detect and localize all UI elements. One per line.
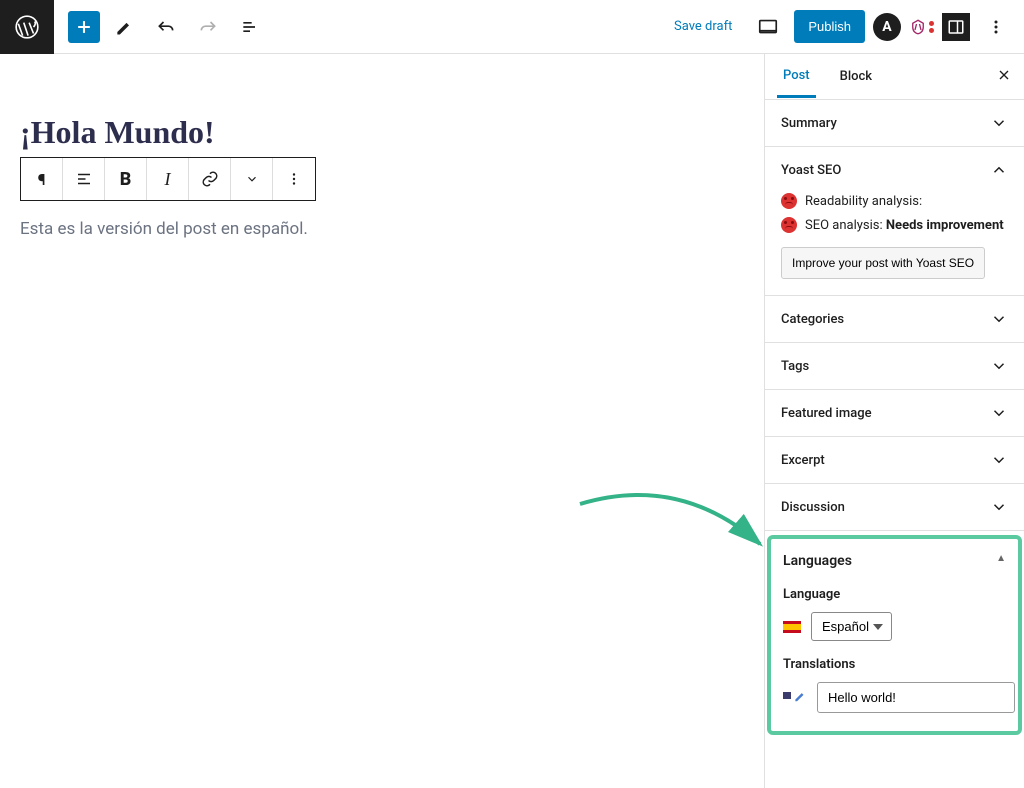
post-body-paragraph[interactable]: Esta es la versión del post en español. xyxy=(20,219,744,239)
sad-face-icon xyxy=(781,217,797,233)
post-title[interactable]: ¡Hola Mundo! xyxy=(20,114,744,151)
edit-translation-icon[interactable] xyxy=(793,689,807,707)
italic-button[interactable]: I xyxy=(147,158,189,200)
panel-categories-label: Categories xyxy=(781,312,844,327)
sad-face-icon xyxy=(781,193,797,209)
yoast-readability-label: Readability analysis: xyxy=(805,194,922,209)
toolbar-right: Save draft Publish A xyxy=(664,9,1024,45)
chevron-down-icon xyxy=(990,114,1008,132)
yoast-seo-row[interactable]: SEO analysis: Needs improvement xyxy=(781,217,1008,233)
tab-post[interactable]: Post xyxy=(777,56,816,98)
panel-featured-image: Featured image xyxy=(765,390,1024,437)
add-block-button[interactable] xyxy=(68,11,100,43)
undo-button[interactable] xyxy=(148,9,184,45)
tab-block[interactable]: Block xyxy=(834,57,878,96)
chevron-down-icon xyxy=(990,310,1008,328)
panel-yoast-label: Yoast SEO xyxy=(781,163,841,178)
panel-tags-label: Tags xyxy=(781,359,809,374)
panel-summary-label: Summary xyxy=(781,116,837,131)
panel-languages-toggle[interactable]: Languages ▲ xyxy=(771,539,1018,583)
paragraph-block-icon[interactable]: ¶ xyxy=(21,158,63,200)
panel-languages: Languages ▲ Language Español Translation… xyxy=(767,535,1022,735)
translations-label: Translations xyxy=(783,657,1006,672)
panel-discussion: Discussion xyxy=(765,484,1024,531)
panel-yoast: Yoast SEO Readability analysis: SEO anal… xyxy=(765,147,1024,296)
redo-button[interactable] xyxy=(190,9,226,45)
wordpress-logo[interactable] xyxy=(0,0,54,54)
document-outline-button[interactable] xyxy=(232,9,268,45)
chevron-down-icon xyxy=(990,404,1008,422)
plugin-astra-icon[interactable]: A xyxy=(873,13,901,41)
translation-row xyxy=(783,682,1006,713)
panel-featured-image-toggle[interactable]: Featured image xyxy=(765,390,1024,436)
panel-summary: Summary xyxy=(765,100,1024,147)
editor-canvas[interactable]: ¡Hola Mundo! ¶ B I Esta es la versión de… xyxy=(0,54,764,788)
chevron-down-icon xyxy=(990,498,1008,516)
panel-summary-toggle[interactable]: Summary xyxy=(765,100,1024,146)
settings-panel-toggle[interactable] xyxy=(942,13,970,41)
block-more-options[interactable] xyxy=(273,158,315,200)
panel-languages-label: Languages xyxy=(783,553,852,569)
flag-spain-icon xyxy=(783,621,801,633)
panel-excerpt-toggle[interactable]: Excerpt xyxy=(765,437,1024,483)
annotation-arrow xyxy=(560,454,780,594)
language-select-row: Español xyxy=(783,612,1006,641)
panel-categories: Categories xyxy=(765,296,1024,343)
yoast-seo-label: SEO analysis: Needs improvement xyxy=(805,218,1004,233)
panel-discussion-toggle[interactable]: Discussion xyxy=(765,484,1024,530)
language-label: Language xyxy=(783,587,1006,602)
language-select[interactable]: Español xyxy=(811,612,892,641)
block-format-toolbar: ¶ B I xyxy=(20,157,316,201)
panel-excerpt-label: Excerpt xyxy=(781,453,825,468)
panel-excerpt: Excerpt xyxy=(765,437,1024,484)
panel-yoast-body: Readability analysis: SEO analysis: Need… xyxy=(765,193,1024,295)
triangle-up-icon: ▲ xyxy=(996,553,1006,569)
chevron-down-icon xyxy=(990,357,1008,375)
preview-button[interactable] xyxy=(750,9,786,45)
chevron-up-icon xyxy=(990,161,1008,179)
translation-input[interactable] xyxy=(817,682,1015,713)
yoast-indicator-icon[interactable] xyxy=(909,18,934,36)
panel-tags: Tags xyxy=(765,343,1024,390)
close-sidebar-button[interactable] xyxy=(996,67,1012,87)
top-toolbar: Save draft Publish A xyxy=(0,0,1024,54)
bold-button[interactable]: B xyxy=(105,158,147,200)
panel-yoast-toggle[interactable]: Yoast SEO xyxy=(765,147,1024,193)
link-button[interactable] xyxy=(189,158,231,200)
panel-languages-body: Language Español Translations xyxy=(771,587,1018,731)
panel-discussion-label: Discussion xyxy=(781,500,845,515)
panel-tags-toggle[interactable]: Tags xyxy=(765,343,1024,389)
settings-sidebar: Post Block Summary Yoast SEO Readability… xyxy=(764,54,1024,788)
main-area: ¡Hola Mundo! ¶ B I Esta es la versión de… xyxy=(0,54,1024,788)
more-formatting-chevron[interactable] xyxy=(231,158,273,200)
more-options-button[interactable] xyxy=(978,9,1014,45)
panel-categories-toggle[interactable]: Categories xyxy=(765,296,1024,342)
yoast-readability-row[interactable]: Readability analysis: xyxy=(781,193,1008,209)
align-button[interactable] xyxy=(63,158,105,200)
edit-mode-button[interactable] xyxy=(106,9,142,45)
save-draft-button[interactable]: Save draft xyxy=(664,11,742,42)
sidebar-tabs: Post Block xyxy=(765,54,1024,100)
panel-featured-image-label: Featured image xyxy=(781,406,872,421)
yoast-improve-button[interactable]: Improve your post with Yoast SEO xyxy=(781,247,985,279)
chevron-down-icon xyxy=(990,451,1008,469)
publish-button[interactable]: Publish xyxy=(794,10,865,43)
toolbar-left xyxy=(54,9,268,45)
